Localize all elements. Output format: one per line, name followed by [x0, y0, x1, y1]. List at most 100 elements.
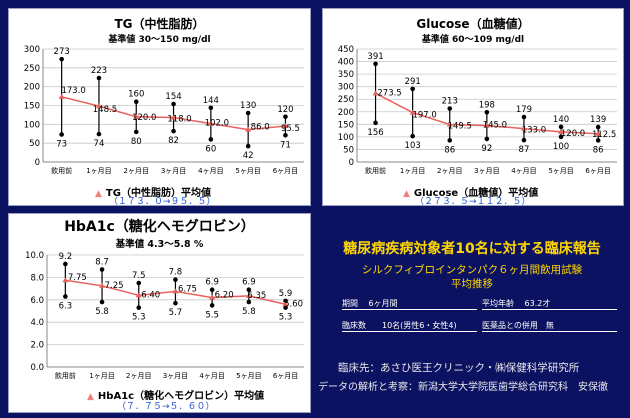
- min-point: [208, 137, 214, 142]
- min-point: [133, 129, 139, 135]
- max-point: [558, 124, 564, 130]
- y-tick-label: 50: [343, 145, 354, 155]
- max-point: [63, 261, 68, 267]
- min-label: 5.8: [242, 307, 256, 317]
- max-point: [246, 287, 252, 293]
- x-tick-label: 1ヶ月目: [400, 167, 425, 175]
- mean-label: 6.20: [215, 291, 234, 301]
- y-tick-label: 300: [338, 83, 354, 93]
- min-label: 86: [444, 145, 455, 155]
- y-tick-label: 350: [338, 70, 354, 80]
- mean-marker: [245, 126, 252, 132]
- max-label: 9.2: [59, 252, 73, 262]
- min-label: 156: [367, 128, 383, 138]
- x-tick-label: 4ヶ月目: [198, 167, 223, 175]
- max-label: 213: [442, 97, 458, 107]
- mean-label: 7.25: [105, 281, 124, 291]
- min-point: [171, 128, 176, 134]
- max-point: [99, 267, 105, 272]
- y-tick-label: 0.0: [30, 363, 44, 373]
- hba1c-chart: 0.0 2.0 4.0 6.0 8.0 10.0 飲用前 1ヶ月目 2ヶ月目 3ヶ月目 4ヶ月目 5ヶ…: [25, 251, 304, 380]
- max-point: [136, 280, 142, 286]
- max-point: [521, 114, 527, 120]
- y-tick-label: 100: [24, 120, 40, 130]
- y-tick-label: 100: [338, 133, 354, 143]
- tg-chart-panel: TG（中性脂肪） 基準値 30～150 mg/dl 0 50 100 150 200 25…: [8, 8, 311, 207]
- triangle-icon: ▲: [95, 189, 102, 199]
- hba1c-chart-panel: HbA1c（糖化ヘモグロビン） 基準値 4.3～5.8 % 0.0 2.0 4.0 6…: [8, 213, 311, 413]
- mean-label: 7.75: [68, 273, 87, 283]
- x-tick-label: 2ヶ月目: [126, 372, 151, 380]
- report-subtitle-2: 平均推移: [451, 278, 493, 290]
- mean-label: 118.0: [167, 115, 191, 125]
- triangle-icon: ▲: [403, 189, 410, 199]
- mean-label: 5.60: [284, 299, 303, 309]
- max-label: 139: [590, 115, 606, 125]
- mean-marker: [483, 122, 490, 128]
- tg-chart: 0 50 100 150 200 250 300 飲用前 1ヶ月目 2ヶ月目 3ヶ月目 4ヶ月目 5ヶ月…: [24, 45, 304, 175]
- max-label: 6.9: [205, 278, 219, 288]
- min-point: [245, 143, 251, 149]
- mean-label: 6.40: [141, 290, 160, 300]
- max-point: [283, 298, 288, 304]
- max-point: [171, 101, 176, 107]
- max-label: 5.9: [279, 289, 293, 299]
- mean-label: 133.0: [522, 126, 546, 136]
- y-tick-label: 10.0: [25, 251, 44, 261]
- y-tick-label: 50: [29, 139, 40, 149]
- min-label: 92: [481, 144, 492, 154]
- age-text: 平均年齢 63.2才: [482, 298, 617, 310]
- max-label: 140: [553, 115, 569, 125]
- x-tick-label: 飲用前: [55, 371, 76, 380]
- y-tick-label: 150: [24, 102, 40, 112]
- x-tick-label: 4ヶ月目: [511, 167, 536, 175]
- x-tick-label: 5ヶ月目: [236, 372, 261, 380]
- min-label: 103: [405, 141, 421, 151]
- chart-title: HbA1c（糖化ヘモグロビン）: [64, 219, 255, 235]
- report-subtitle: シルクフィブロインタンパク６ヶ月間飲用試験: [361, 264, 583, 276]
- mean-label: 120.0: [561, 129, 585, 139]
- min-label: 82: [168, 136, 179, 146]
- x-tick-label: 3ヶ月目: [474, 167, 499, 175]
- mean-label: 197.0: [412, 111, 436, 121]
- mean-label: 95.5: [281, 124, 300, 134]
- min-point: [246, 299, 252, 305]
- x-tick-label: 5ヶ月目: [548, 167, 573, 175]
- min-label: 100: [553, 142, 569, 152]
- legend-label: Glucose（血糖値）平均値: [413, 188, 539, 199]
- mean-label: 273.5: [377, 88, 401, 98]
- mean-label: 102.0: [205, 119, 229, 129]
- mean-marker: [595, 130, 602, 136]
- mean-label: 120.0: [132, 113, 156, 123]
- y-tick-label: 200: [24, 83, 40, 93]
- max-label: 144: [203, 96, 219, 106]
- min-label: 87: [519, 145, 530, 155]
- y-tick-label: 250: [338, 95, 354, 105]
- period-info: 期間 6ヶ月間: [342, 298, 477, 310]
- max-label: 198: [479, 100, 495, 110]
- y-tick-label: 2.0: [30, 341, 44, 351]
- min-label: 74: [94, 139, 105, 149]
- max-label: 7.5: [132, 271, 146, 281]
- mean-label: 112.5: [592, 130, 616, 140]
- x-tick-label: 飲用前: [365, 166, 386, 175]
- max-point: [245, 110, 251, 116]
- y-tick-label: 0: [35, 158, 40, 168]
- x-tick-label: 3ヶ月目: [161, 167, 186, 175]
- y-tick-label: 200: [338, 108, 354, 118]
- min-point: [410, 133, 415, 139]
- mean-label: 86.0: [251, 123, 270, 133]
- chart-legend: ▲ TG（中性脂肪）平均値: [95, 184, 211, 199]
- min-label: 71: [280, 140, 291, 150]
- y-tick-label: 150: [338, 120, 354, 130]
- mean-label: 149.5: [448, 121, 472, 131]
- min-label: 42: [243, 151, 254, 161]
- mean-marker: [282, 301, 289, 307]
- chart-title: Glucose（血糖値）: [416, 17, 530, 31]
- mean-marker: [172, 288, 179, 294]
- mean-label: 6.75: [178, 284, 197, 294]
- min-label: 5.5: [205, 310, 219, 320]
- glucose-chart-panel: Glucose（血糖値） 基準値 60～109 mg/dl 0 50 100 150 2…: [322, 8, 624, 207]
- mean-marker: [446, 121, 453, 127]
- mean-marker: [133, 113, 140, 119]
